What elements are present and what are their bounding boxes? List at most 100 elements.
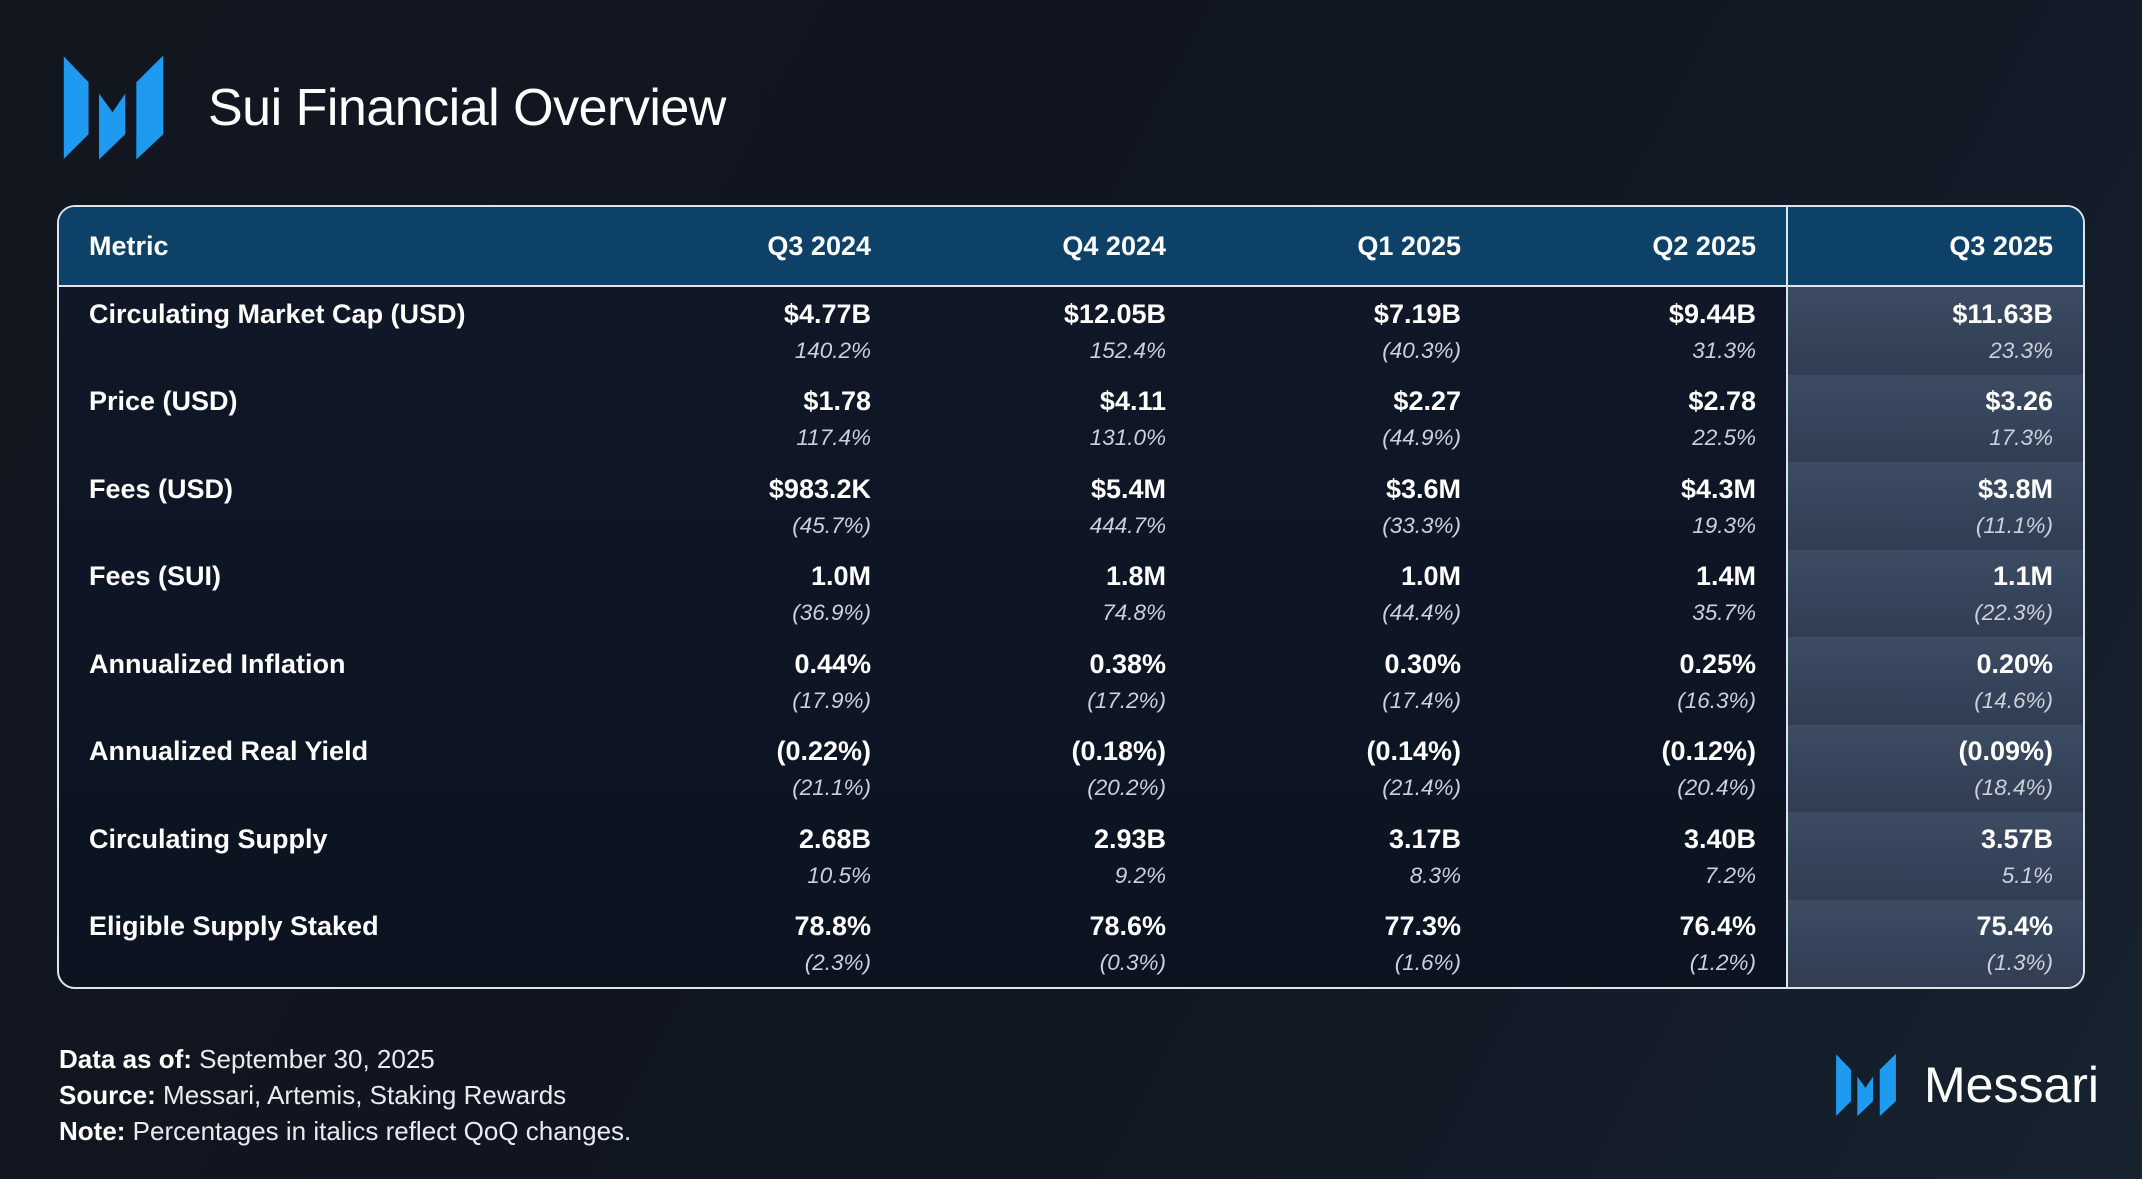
qoq-change: 23.3% [1989,337,2053,363]
metric-value: $4.3M [1680,473,1756,504]
metric-value: $4.77B [783,298,871,329]
value-cell: 1.0M (36.9%) [606,550,901,638]
table-row-metric: Fees (USD) [59,462,606,550]
qoq-change: (1.2%) [1689,950,1756,976]
table-row-metric: Annualized Real Yield [59,725,606,813]
qoq-change: 31.3% [1692,337,1756,363]
metric-label: Fees (SUI) [89,561,222,592]
value-cell: $3.26 17.3% [1786,374,2083,462]
value-cell: 3.17B 8.3% [1196,812,1491,900]
metric-value: 1.0M [1400,561,1461,592]
value-cell: 77.3% (1.6%) [1196,900,1491,988]
metric-value: $5.4M [1090,473,1166,504]
qoq-change: 444.7% [1089,512,1166,538]
qoq-change: (20.4%) [1677,775,1756,801]
metric-value: (0.12%) [1661,736,1756,767]
metric-value: $1.78 [803,386,871,417]
source-line: Source: Messari, Artemis, Staking Reward… [59,1077,631,1113]
value-cell: 0.25% (16.3%) [1491,637,1786,725]
note-line: Note: Percentages in italics reflect QoQ… [59,1113,631,1149]
messari-logo-icon [63,55,164,160]
metric-label: Circulating Supply [89,823,328,854]
metric-value: $983.2K [768,473,871,504]
value-cell: $5.4M 444.7% [901,462,1196,550]
metric-value: 2.68B [798,823,871,854]
qoq-change: 8.3% [1409,862,1461,888]
table-row-metric: Circulating Market Cap (USD) [59,287,606,375]
qoq-change: (0.3%) [1099,950,1166,976]
qoq-change: (18.4%) [1974,775,2053,801]
qoq-change: 19.3% [1692,512,1756,538]
value-cell: (0.12%) (20.4%) [1491,725,1786,813]
metric-value: (0.22%) [776,736,871,767]
qoq-change: 140.2% [794,337,871,363]
value-cell: $11.63B 23.3% [1786,287,2083,375]
qoq-change: 117.4% [796,425,871,451]
metric-label: Eligible Supply Staked [89,911,379,942]
page-title: Sui Financial Overview [208,78,726,137]
metric-value: $3.8M [1977,473,2053,504]
metric-label: Annualized Real Yield [89,736,369,767]
metric-value: 1.4M [1695,561,1756,592]
value-cell: 0.20% (14.6%) [1786,637,2083,725]
page-header: Sui Financial Overview [57,50,726,165]
value-cell: $983.2K (45.7%) [606,462,901,550]
note-value: Percentages in italics reflect QoQ chang… [132,1116,632,1146]
metric-value: 0.44% [794,648,871,679]
value-cell: 3.57B 5.1% [1786,812,2083,900]
qoq-change: 17.3% [1989,425,2053,451]
qoq-change: 9.2% [1114,862,1166,888]
qoq-change: (16.3%) [1677,687,1756,713]
value-cell: 0.30% (17.4%) [1196,637,1491,725]
qoq-change: (33.3%) [1382,512,1461,538]
qoq-change: (1.3%) [1986,950,2053,976]
qoq-change: (17.9%) [792,687,871,713]
value-cell: $12.05B 152.4% [901,287,1196,375]
metric-value: 3.17B [1388,823,1461,854]
metric-value: 78.8% [794,911,871,942]
metric-value: 3.57B [1980,823,2053,854]
qoq-change: (2.3%) [804,950,871,976]
metric-value: $2.78 [1688,386,1756,417]
value-cell: 78.6% (0.3%) [901,900,1196,988]
metric-value: 0.25% [1679,648,1756,679]
metric-value: $7.19B [1373,298,1461,329]
value-cell: 2.68B 10.5% [606,812,901,900]
data-as-of-label: Data as of: [59,1044,192,1074]
data-as-of-value: September 30, 2025 [199,1044,435,1074]
value-cell: 2.93B 9.2% [901,812,1196,900]
qoq-change: (20.2%) [1087,775,1166,801]
value-cell: (0.18%) (20.2%) [901,725,1196,813]
value-cell: (0.09%) (18.4%) [1786,724,2083,812]
financial-table: Metric Q3 2024 Q4 2024 Q1 2025 Q2 2025 Q3 202… [57,205,2085,989]
qoq-change: (14.6%) [1974,687,2053,713]
metric-value: 1.0M [810,561,871,592]
table-row-metric: Annualized Inflation [59,637,606,725]
qoq-change: 5.1% [2001,862,2053,888]
column-header-q2-2025: Q2 2025 [1491,207,1786,287]
table-row-metric: Circulating Supply [59,812,606,900]
qoq-change: (40.3%) [1382,337,1461,363]
value-cell: $4.11 131.0% [901,375,1196,463]
metric-value: $4.11 [1099,386,1166,417]
column-header-label: Q4 2024 [1062,230,1166,261]
metric-value: (0.14%) [1366,736,1461,767]
value-cell: $3.6M (33.3%) [1196,462,1491,550]
column-header-label: Metric [89,230,169,261]
column-header-label: Q3 2025 [1949,230,2053,261]
value-cell: $4.3M 19.3% [1491,462,1786,550]
metric-value: $3.6M [1385,473,1461,504]
metric-value: 1.8M [1105,561,1166,592]
note-label: Note: [59,1116,126,1146]
table-row-metric: Eligible Supply Staked [59,900,606,988]
qoq-change: 131.0% [1089,425,1166,451]
qoq-change: (17.2%) [1087,687,1166,713]
value-cell: $9.44B 31.3% [1491,287,1786,375]
qoq-change: (21.1%) [792,775,871,801]
qoq-change: 22.5% [1692,425,1756,451]
metric-value: 1.1M [1992,561,2053,592]
metric-value: 2.93B [1093,823,1166,854]
metric-value: 75.4% [1976,911,2053,942]
qoq-change: 74.8% [1102,600,1166,626]
value-cell: 78.8% (2.3%) [606,900,901,988]
